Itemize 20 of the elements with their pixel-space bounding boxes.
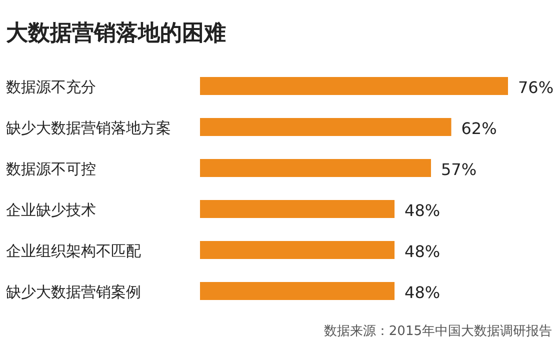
data-label: 48%	[404, 283, 440, 302]
bar	[200, 77, 508, 95]
data-label: 62%	[461, 119, 497, 138]
bar	[200, 200, 395, 218]
chart-title: 大数据营销落地的困难	[6, 21, 226, 46]
bar	[200, 118, 452, 136]
y-tick-label: 数据源不充分	[6, 78, 96, 96]
y-tick-label: 数据源不可控	[6, 160, 96, 178]
data-label: 57%	[441, 160, 477, 179]
y-tick-label: 企业缺少技术	[6, 201, 96, 219]
data-label: 76%	[518, 78, 554, 97]
data-label: 48%	[404, 242, 440, 261]
data-label: 48%	[404, 201, 440, 220]
bar	[200, 159, 431, 177]
y-tick-label: 缺少大数据营销落地方案	[6, 119, 171, 137]
bar	[200, 241, 395, 259]
y-tick-label: 企业组织架构不匹配	[6, 242, 141, 260]
bar	[200, 282, 395, 300]
y-tick-label: 缺少大数据营销案例	[6, 283, 141, 301]
source-note: 数据来源：2015年中国大数据调研报告	[324, 324, 552, 339]
